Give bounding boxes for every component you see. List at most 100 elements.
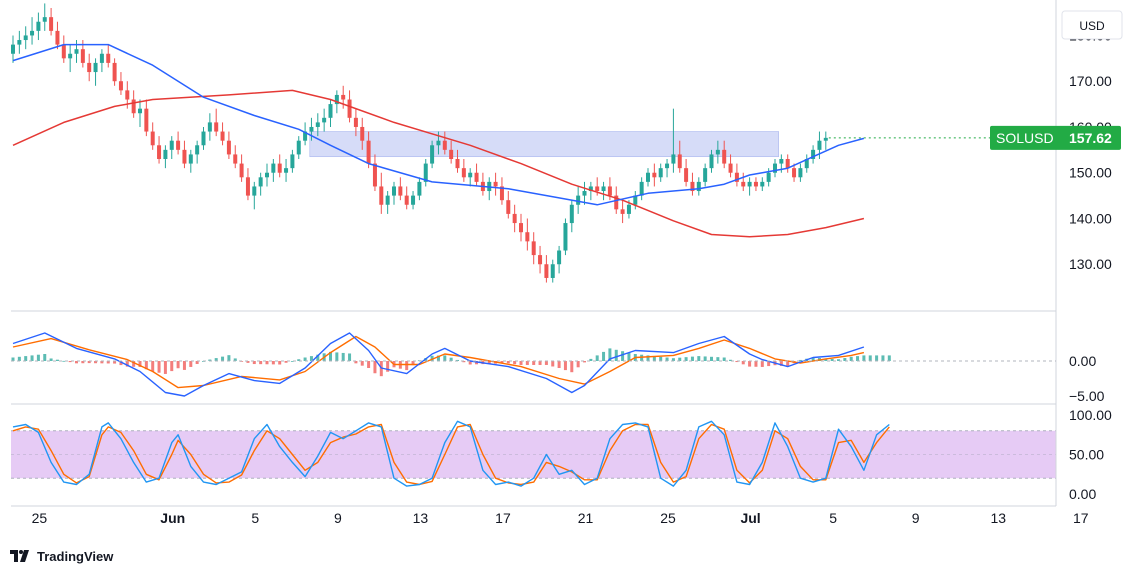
macd-histogram-bar (716, 357, 720, 361)
time-tick-label: 9 (912, 510, 920, 526)
macd-histogram-bar (208, 359, 212, 361)
candle-body (144, 108, 149, 132)
macd-tick-label: −5.00 (1069, 388, 1105, 404)
candle-body (188, 154, 193, 164)
macd-histogram-bar (373, 361, 377, 374)
stoch-tick-label: 0.00 (1069, 486, 1096, 502)
candle-body (309, 126, 314, 132)
tradingview-brand[interactable]: TradingView (10, 546, 113, 566)
candle-body (245, 177, 250, 196)
candle-body (417, 181, 422, 196)
stoch-k-line (12, 420, 890, 487)
macd-histogram-bar (316, 354, 320, 361)
candle-body (315, 122, 320, 127)
time-tick-label: 21 (578, 510, 594, 526)
candle-body (620, 209, 625, 214)
macd-histogram-bar (43, 354, 47, 361)
macd-histogram-bar (75, 361, 78, 364)
macd-histogram-bar (538, 361, 542, 365)
candle-body (195, 145, 200, 155)
macd-histogram-bar (462, 361, 466, 363)
macd-tick-label: 0.00 (1069, 353, 1096, 369)
macd-histogram-bar (468, 361, 472, 365)
macd-histogram-bar (710, 356, 713, 361)
candle-body (239, 163, 244, 178)
macd-histogram-bar (760, 361, 764, 367)
candle-body (176, 140, 181, 150)
candle-body (93, 62, 98, 73)
macd-histogram-bar (735, 361, 739, 363)
candle-body (582, 191, 587, 196)
macd-histogram-bar (87, 361, 91, 364)
candle-body (379, 186, 384, 205)
time-scale-layer[interactable]: 25 Jun 5 9 13 17 21 25 Jul 5 9 13 17 (32, 510, 1089, 526)
candle-body (639, 181, 644, 196)
stoch-band (11, 430, 1056, 479)
candle-body (550, 264, 555, 278)
macd-signal-line (12, 335, 865, 389)
macd-histogram-bar (68, 361, 72, 363)
macd-histogram-bar (830, 358, 834, 361)
candle-body (722, 149, 727, 164)
candle-body (392, 186, 396, 196)
price-scale-layer[interactable]: 130.00140.00150.00160.00170.00180.000.00… (1069, 27, 1112, 502)
candle-body (398, 186, 403, 196)
macd-histogram-bar (703, 356, 707, 361)
macd-histogram-bar (17, 356, 21, 361)
macd-histogram-bar (449, 357, 453, 361)
fast-moving-average-line (12, 43, 865, 206)
candle-body (169, 140, 174, 150)
macd-histogram-bar (767, 361, 771, 367)
macd-histogram-bar (544, 361, 548, 365)
candle-body (506, 200, 511, 214)
macd-histogram-bar (49, 358, 53, 361)
candle-body (493, 181, 498, 187)
macd-histogram-bar (227, 355, 231, 361)
macd-histogram-bar (176, 361, 180, 369)
macd-histogram-bar (100, 361, 104, 364)
candle-body (214, 122, 219, 132)
candle-body (823, 137, 828, 141)
macd-histogram-bar (443, 355, 447, 361)
candle-body (252, 186, 257, 196)
candle-body (157, 145, 162, 159)
macd-histogram-bar (684, 357, 688, 361)
tradingview-logo-icon (10, 550, 29, 562)
macd-histogram-bar (157, 361, 161, 373)
macd-histogram-bar (94, 361, 98, 364)
tradingview-brand-label: TradingView (37, 548, 114, 564)
candle-body (30, 30, 35, 36)
candle-body (366, 140, 371, 164)
candle-body (11, 44, 15, 54)
macd-histogram-bar (798, 359, 802, 361)
macd-line (12, 332, 865, 397)
macd-histogram-bar (583, 361, 586, 363)
macd-histogram-bar (62, 360, 66, 362)
candle-body (68, 53, 73, 59)
candle-body (296, 140, 301, 155)
candle-body (519, 223, 523, 233)
macd-histogram-bar (113, 361, 117, 364)
macd-histogram-bar (824, 358, 828, 361)
macd-histogram-bar (875, 355, 879, 361)
candle-body (55, 30, 60, 45)
macd-histogram-bar (144, 361, 148, 370)
candle-body (576, 195, 581, 205)
candle-body (17, 40, 22, 45)
candle-body (785, 159, 790, 169)
candle-body (341, 94, 346, 100)
candle-body (303, 131, 308, 141)
stoch-tick-label: 100.00 (1069, 407, 1112, 423)
stoch-d-line (12, 423, 890, 486)
macd-histogram-bar (811, 357, 815, 361)
candle-body (258, 177, 263, 187)
candle-body (607, 186, 612, 196)
macd-histogram-bar (290, 361, 294, 362)
candle-body (499, 186, 504, 201)
macd-histogram-bar (551, 361, 555, 367)
macd-histogram-bar (221, 356, 225, 361)
candle-body (760, 181, 765, 187)
macd-histogram-bar (348, 353, 352, 361)
macd-histogram-bar (24, 356, 28, 361)
